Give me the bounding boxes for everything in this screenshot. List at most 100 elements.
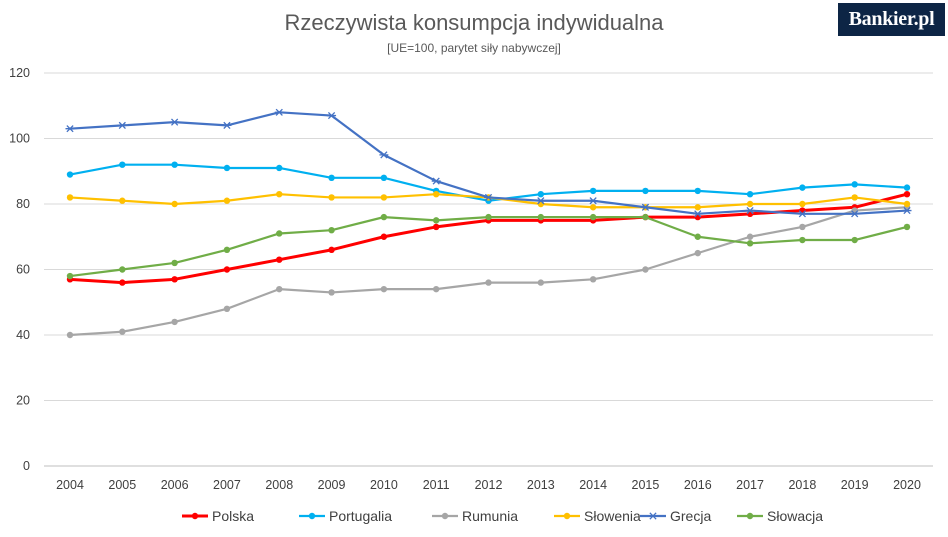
data-point xyxy=(485,279,492,286)
x-tick-label: 2005 xyxy=(108,478,136,492)
data-point xyxy=(276,164,283,172)
legend-item-grecja: Grecja xyxy=(640,508,711,524)
data-point xyxy=(327,111,337,120)
series-line-rumunia xyxy=(69,206,908,337)
x-tick-label: 2011 xyxy=(423,478,450,492)
y-tick-label: 0 xyxy=(23,459,30,473)
data-point xyxy=(537,213,545,221)
data-point xyxy=(276,230,283,237)
data-point xyxy=(66,171,74,178)
data-point xyxy=(589,187,597,195)
data-point xyxy=(276,256,283,263)
x-tick-label: 2013 xyxy=(527,478,555,492)
legend-item-portugalia: Portugalia xyxy=(299,508,392,524)
data-point xyxy=(431,177,441,185)
data-point xyxy=(903,184,911,191)
data-point xyxy=(328,174,335,181)
data-point xyxy=(380,285,388,293)
data-point xyxy=(119,279,126,286)
legend-swatch-marker xyxy=(308,512,316,520)
data-point xyxy=(746,240,754,247)
series-rumunia xyxy=(66,204,911,339)
legend-item-słowacja: Słowacja xyxy=(737,508,823,524)
data-point xyxy=(328,246,335,254)
data-point xyxy=(380,213,388,221)
data-point xyxy=(432,190,440,198)
data-point xyxy=(589,213,597,221)
data-point xyxy=(799,236,806,244)
data-point xyxy=(588,197,598,205)
data-point xyxy=(66,194,74,201)
data-point xyxy=(799,223,806,231)
x-tick-label: 2018 xyxy=(788,478,816,492)
legend-label: Polska xyxy=(212,508,254,524)
data-point xyxy=(171,318,178,326)
data-point xyxy=(642,213,649,221)
data-point xyxy=(222,121,232,130)
legend-label: Portugalia xyxy=(329,508,392,524)
data-point xyxy=(170,118,180,126)
data-point xyxy=(799,184,806,191)
y-tick-label: 60 xyxy=(16,263,30,277)
data-point xyxy=(65,125,75,133)
data-point xyxy=(119,197,126,204)
x-tick-label: 2020 xyxy=(893,478,921,492)
series-polska xyxy=(66,190,911,286)
data-point xyxy=(432,223,440,231)
data-point xyxy=(328,227,335,234)
legend-item-rumunia: Rumunia xyxy=(432,508,518,524)
bankier-logo: Bankier.pl xyxy=(838,3,945,36)
x-tick-label: 2007 xyxy=(213,478,241,492)
data-point xyxy=(66,331,74,339)
data-point xyxy=(799,200,806,208)
data-point xyxy=(537,279,545,286)
data-point xyxy=(537,190,545,198)
data-point xyxy=(746,200,754,208)
legend-swatch-marker xyxy=(746,512,754,520)
data-point xyxy=(640,203,650,211)
data-point xyxy=(745,206,755,215)
legend-label: Słowacja xyxy=(767,508,823,524)
data-point xyxy=(171,200,178,208)
data-point xyxy=(276,285,283,293)
data-point xyxy=(694,249,701,257)
data-point xyxy=(746,233,754,240)
data-point xyxy=(850,210,860,218)
data-point xyxy=(797,210,807,218)
data-point xyxy=(117,121,127,130)
data-point xyxy=(903,190,911,198)
series-lines xyxy=(65,108,912,339)
data-point xyxy=(171,276,178,283)
data-point xyxy=(66,272,74,280)
data-point xyxy=(642,187,649,195)
data-point xyxy=(903,223,911,231)
gridlines xyxy=(44,72,933,467)
data-point xyxy=(380,233,388,240)
legend-swatch-marker xyxy=(648,512,658,520)
legend-label: Rumunia xyxy=(462,508,518,524)
x-axis-tick-labels: 2004 2005 2006 2007 2008 2009 2010 2011 2012 2013… xyxy=(56,478,921,492)
x-tick-label: 2008 xyxy=(265,478,293,492)
series-grecja xyxy=(65,108,912,218)
x-tick-label: 2006 xyxy=(161,478,189,492)
data-point xyxy=(380,174,388,181)
legend-swatch-marker xyxy=(441,512,449,520)
y-tick-label: 100 xyxy=(9,132,30,146)
data-point xyxy=(223,266,231,273)
data-point xyxy=(642,266,649,273)
data-point xyxy=(851,181,858,188)
data-point xyxy=(903,200,911,208)
series-słowacja xyxy=(66,213,911,280)
data-point xyxy=(694,187,701,195)
data-point xyxy=(851,236,858,244)
y-tick-label: 20 xyxy=(16,394,30,408)
data-point xyxy=(380,194,388,201)
x-tick-label: 2010 xyxy=(370,478,398,492)
data-point xyxy=(902,206,912,215)
y-tick-label: 80 xyxy=(16,197,30,211)
y-axis-tick-labels: 0 20 40 60 80 100 120 xyxy=(9,66,30,473)
data-point xyxy=(693,210,703,218)
legend: Polska Portugalia Rumunia Słowenia Grecja Sło… xyxy=(182,508,823,524)
legend-item-polska: Polska xyxy=(182,508,254,524)
